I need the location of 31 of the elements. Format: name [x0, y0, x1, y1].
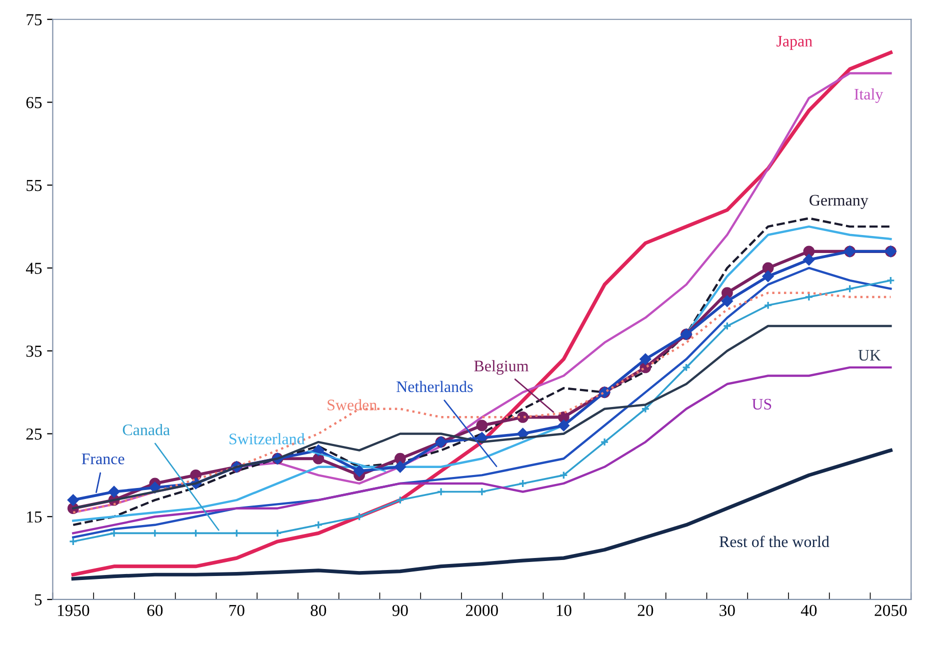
series-label: Switzerland	[230, 433, 305, 444]
y-tick-label: 25	[26, 428, 42, 440]
series-label: Sweden	[328, 399, 377, 410]
x-tick-label: 1950	[58, 604, 90, 616]
text: Netherlands	[396, 380, 473, 392]
y-tick-label: 55	[26, 180, 42, 192]
x-tick-label: 20	[638, 604, 654, 616]
x-tick-label: 30	[720, 604, 735, 616]
series-label: Italy	[854, 88, 884, 103]
series-label: France	[82, 454, 124, 464]
series-label: Germany	[810, 194, 868, 209]
y-tick-label: 65	[26, 97, 42, 108]
series-label: UK	[858, 350, 881, 361]
text: Canada	[122, 424, 170, 436]
x-tick-label: 10	[556, 604, 572, 616]
y-tick-label: 5	[34, 594, 42, 606]
x-tick-label: 70	[229, 604, 244, 616]
x-tick-label: 2050	[874, 604, 907, 616]
x-tick-label: 90	[392, 604, 408, 616]
x-tick-label: 60	[147, 604, 163, 616]
text: Belgium	[474, 360, 529, 375]
x-tick-label: 80	[310, 604, 326, 616]
y-tick-label: 75	[26, 14, 42, 26]
x-tick-label: 40	[800, 604, 817, 616]
series-label: Rest of the world	[719, 536, 830, 548]
x-tick-label: 2000	[466, 604, 498, 616]
y-tick-label: 35	[26, 346, 42, 357]
y-tick-label: 15	[27, 511, 42, 523]
y-tick-label: 45	[26, 262, 42, 274]
text: Japan	[776, 36, 812, 50]
series-label: US	[752, 398, 772, 410]
